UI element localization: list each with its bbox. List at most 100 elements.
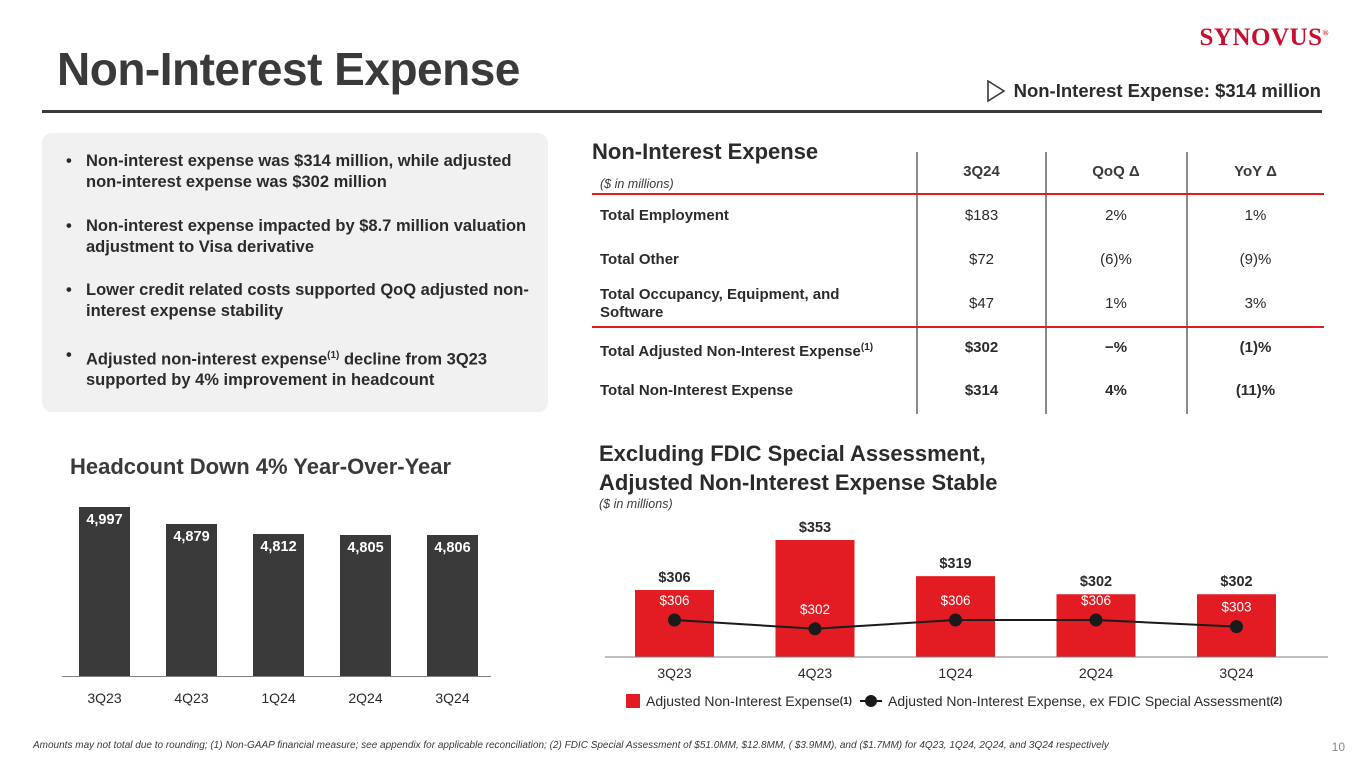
- bullet-text: Lower credit related costs supported QoQ…: [86, 281, 529, 320]
- page-title: Non-Interest Expense: [57, 43, 520, 95]
- headcount-category-label: 4Q23: [174, 690, 209, 706]
- ex-fdic-point-label: $306: [659, 593, 689, 608]
- expense-chart-title: Excluding FDIC Special Assessment, Adjus…: [599, 439, 998, 497]
- ex-fdic-point-label: $303: [1221, 600, 1251, 615]
- logo-registered-mark: ®: [1322, 28, 1329, 38]
- headcount-category-label: 1Q24: [261, 690, 296, 706]
- headcount-bar-label: 4,806: [434, 540, 471, 557]
- expense-bar-label: $353: [799, 520, 831, 536]
- cell-qoq: 2%: [1105, 207, 1127, 224]
- expense-bar-label: $302: [1080, 574, 1112, 590]
- cell-qoq: (6)%: [1100, 251, 1132, 268]
- headcount-bar-label: 4,997: [86, 512, 123, 528]
- column-header-qoq: QoQ Δ: [1092, 163, 1140, 180]
- footnote-marker: (2): [1270, 695, 1283, 707]
- key-takeaway: Non-Interest Expense: $314 million: [986, 80, 1321, 102]
- column-header-3q24: 3Q24: [963, 163, 1000, 180]
- legend-bar-swatch: [626, 694, 640, 708]
- bullet-item: Non-interest expense impacted by $8.7 mi…: [66, 216, 532, 258]
- row-label: Total Occupancy, Equipment, and Software: [600, 286, 840, 321]
- summary-bullets: Non-interest expense was $314 million, w…: [42, 133, 548, 412]
- cell-3q24: $183: [964, 207, 999, 224]
- headcount-bar: 4,805: [340, 535, 391, 676]
- table-title: Non-Interest Expense: [592, 139, 819, 164]
- header-rule: [592, 193, 1324, 195]
- ex-fdic-point-label: $302: [800, 602, 830, 617]
- legend-line-marker-icon: [860, 694, 883, 708]
- cell-qoq: −%: [1104, 339, 1128, 356]
- cell-yoy: 3%: [1244, 295, 1267, 312]
- triangle-arrow-icon: [986, 80, 1006, 102]
- ex-fdic-point-marker: [949, 613, 962, 627]
- cell-3q24: $314: [964, 382, 999, 399]
- row-label: Total Employment: [600, 207, 729, 224]
- bullet-text: Non-interest expense was $314 million, w…: [86, 152, 512, 191]
- headcount-bar: 4,879: [166, 524, 217, 676]
- column-divider: [1186, 152, 1188, 414]
- cell-yoy: 1%: [1244, 207, 1267, 224]
- column-divider: [1045, 152, 1047, 414]
- expense-bar-label: $306: [658, 570, 690, 586]
- row-label: Total Adjusted Non-Interest Expense(1): [600, 339, 873, 361]
- expense-chart-title-line: Adjusted Non-Interest Expense Stable: [599, 470, 998, 495]
- cell-yoy: (1)%: [1239, 339, 1272, 356]
- cell-3q24: $302: [964, 339, 999, 356]
- chart-legend: Adjusted Non-Interest Expense (1) Adjuste…: [626, 693, 1282, 709]
- expense-chart-title-line: Excluding FDIC Special Assessment,: [599, 441, 986, 466]
- bullet-item: Lower credit related costs supported QoQ…: [66, 280, 532, 322]
- expense-category-label: 4Q23: [798, 665, 832, 681]
- expense-bar-label: $302: [1220, 574, 1252, 590]
- footnote: Amounts may not total due to rounding; (…: [33, 740, 1109, 751]
- expense-category-label: 3Q23: [657, 665, 691, 681]
- headcount-bar: 4,812: [253, 534, 304, 676]
- table-subtitle: ($ in millions): [600, 177, 674, 191]
- ex-fdic-point-label: $306: [940, 593, 970, 608]
- row-label: Total Non-Interest Expense: [600, 382, 794, 399]
- headcount-bar-label: 4,879: [173, 529, 210, 546]
- headcount-bar-label: 4,812: [260, 539, 297, 556]
- cell-yoy: (11)%: [1235, 382, 1276, 399]
- headcount-x-axis: [62, 676, 491, 677]
- bullet-text: Non-interest expense impacted by $8.7 mi…: [86, 216, 527, 256]
- bullet-item: Non-interest expense was $314 million, w…: [66, 151, 532, 193]
- expense-category-label: 3Q24: [1219, 665, 1253, 681]
- ex-fdic-point-marker: [1089, 613, 1103, 627]
- cell-3q24: $47: [968, 295, 995, 312]
- headcount-category-label: 2Q24: [348, 690, 383, 706]
- synovus-logo: SYNOVUS®: [1200, 24, 1329, 52]
- cell-yoy: (9)%: [1239, 251, 1272, 268]
- column-divider: [916, 152, 918, 414]
- bullet-text: Adjusted non-interest expense: [86, 350, 328, 368]
- bullet-item: Adjusted non-interest expense(1) decline…: [66, 345, 532, 392]
- title-divider: [42, 110, 1322, 113]
- legend-bar-label: Adjusted Non-Interest Expense: [646, 693, 840, 709]
- logo-text: SYNOVUS: [1199, 24, 1323, 51]
- row-label-text: Total Adjusted Non-Interest Expense: [600, 343, 861, 360]
- footnote-marker: (1): [860, 342, 874, 353]
- expense-chart: $306 $306 3Q23 $353 $302 4Q23 $319 $306 1Q24 $302…: [605, 520, 1328, 681]
- expense-category-label: 1Q24: [938, 665, 972, 681]
- ex-fdic-point-marker: [1230, 620, 1243, 634]
- headcount-bar: 4,997: [79, 507, 130, 676]
- headcount-category-label: 3Q23: [87, 690, 122, 706]
- ex-fdic-point-marker: [808, 622, 822, 636]
- ex-fdic-point-marker: [668, 613, 681, 627]
- expense-bar: [775, 540, 855, 657]
- bullet-text: decline from 3Q23 supported by 4% improv…: [86, 350, 488, 389]
- expense-bar-label: $319: [939, 556, 971, 572]
- footnote-marker: (1): [839, 695, 853, 707]
- cell-qoq: 4%: [1105, 382, 1127, 399]
- cell-qoq: 1%: [1105, 295, 1127, 312]
- headcount-bar-label: 4,805: [347, 540, 384, 557]
- headcount-category-label: 3Q24: [435, 690, 470, 706]
- expense-chart-subtitle: ($ in millions): [599, 497, 673, 511]
- subtotal-rule: [592, 326, 1324, 328]
- expense-category-label: 2Q24: [1079, 665, 1113, 681]
- cell-3q24: $72: [968, 251, 995, 268]
- headcount-bar: 4,806: [427, 535, 478, 676]
- page-number: 10: [1331, 740, 1345, 754]
- ex-fdic-point-label: $306: [1081, 593, 1111, 608]
- footnote-marker: (1): [327, 349, 340, 361]
- headcount-chart-title: Headcount Down 4% Year-Over-Year: [70, 454, 452, 479]
- column-header-yoy: YoY Δ: [1234, 163, 1277, 180]
